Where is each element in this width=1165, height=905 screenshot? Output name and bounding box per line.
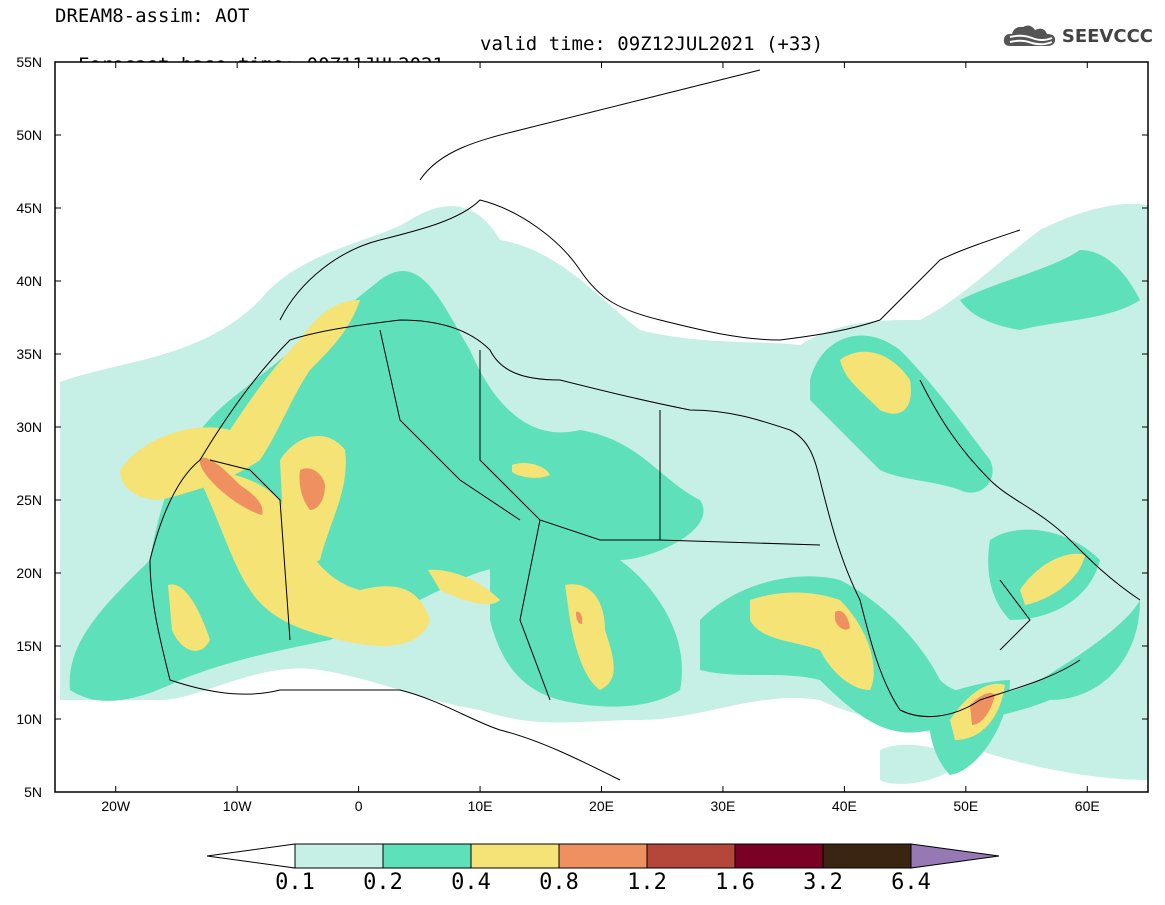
cloud-icon <box>1003 25 1055 46</box>
colorbar-swatch <box>734 843 824 869</box>
lat-label: 45N <box>16 200 42 216</box>
colorbar-level-label: 3.2 <box>803 870 843 895</box>
lat-label: 5N <box>24 784 42 800</box>
lon-label: 10W <box>222 798 252 814</box>
valid-time: valid time: 09Z12JUL2021 (+33) <box>480 33 824 55</box>
colorbar <box>206 843 1000 869</box>
map-title: DREAM8-assim: AOT <box>55 5 250 27</box>
colorbar-swatch <box>558 843 648 869</box>
lat-label: 15N <box>16 638 42 654</box>
colorbar-over-arrow <box>910 843 1000 869</box>
lat-label: 30N <box>16 419 42 435</box>
colorbar-swatch <box>646 843 736 869</box>
lon-label: 40E <box>831 798 857 814</box>
coastlines <box>149 69 1141 781</box>
colorbar-level-label: 0.4 <box>451 870 491 895</box>
aot-shading <box>60 203 1148 784</box>
colorbar-swatch <box>294 843 384 869</box>
colorbar-swatch <box>470 843 560 869</box>
lon-label: 20E <box>589 798 614 814</box>
lat-label: 20N <box>16 565 42 581</box>
seevccc-logo: SEEVCCC <box>1002 22 1153 50</box>
lon-label: 50E <box>953 798 979 814</box>
colorbar-level-label: 0.2 <box>363 870 403 895</box>
lat-label: 55N <box>16 54 42 70</box>
colorbar-under-arrow <box>206 843 296 869</box>
lon-label: 30E <box>710 798 736 814</box>
colorbar-level-label: 1.2 <box>627 870 667 895</box>
logo-text: SEEVCCC <box>1061 25 1153 47</box>
lat-label: 40N <box>16 273 42 289</box>
colorbar-swatch <box>382 843 472 869</box>
lon-label: 10E <box>467 798 493 814</box>
lon-label: 20W <box>101 798 131 814</box>
lat-label: 50N <box>16 127 42 143</box>
colorbar-level-label: 0.1 <box>275 870 315 895</box>
lat-label: 10N <box>16 711 42 727</box>
lon-label: 0 <box>354 798 363 814</box>
colorbar-level-label: 1.6 <box>715 870 755 895</box>
colorbar-swatch <box>822 843 912 869</box>
colorbar-level-label: 0.8 <box>539 870 579 895</box>
lon-label: 60E <box>1074 798 1100 814</box>
colorbar-level-label: 6.4 <box>891 870 931 895</box>
axis-ticks <box>55 61 1148 793</box>
lat-label: 35N <box>16 346 42 362</box>
lat-label: 25N <box>16 492 42 508</box>
